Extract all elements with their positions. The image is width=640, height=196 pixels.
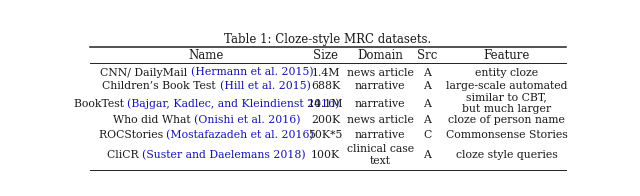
Text: news article: news article [347,68,413,78]
Text: 1.4M: 1.4M [311,68,340,78]
Text: A: A [423,115,431,125]
Text: BookTest: BookTest [74,99,127,109]
Text: 688K: 688K [311,81,340,91]
Text: 50K*5: 50K*5 [308,130,342,140]
Text: Table 1: Cloze-style MRC datasets.: Table 1: Cloze-style MRC datasets. [225,33,431,46]
Text: A: A [423,99,431,109]
Text: large-scale automated: large-scale automated [446,81,567,91]
Text: Src: Src [417,49,437,62]
Text: A: A [423,150,431,160]
Text: CliCR: CliCR [107,150,142,160]
Text: (Mostafazadeh et al. 2016): (Mostafazadeh et al. 2016) [166,130,314,140]
Text: news article: news article [347,115,413,125]
Text: Size: Size [313,49,338,62]
Text: CNN/ DailyMail: CNN/ DailyMail [100,68,191,78]
Text: (Hermann et al. 2015): (Hermann et al. 2015) [191,67,313,78]
Text: (Hill et al. 2015): (Hill et al. 2015) [220,81,310,91]
Text: Who did What: Who did What [113,115,194,125]
Text: cloze style queries: cloze style queries [456,150,557,160]
Text: similar to CBT,
but much larger: similar to CBT, but much larger [462,93,551,114]
Text: entity cloze: entity cloze [475,68,538,78]
Text: Name: Name [189,49,224,62]
Text: clinical case
text: clinical case text [346,144,413,166]
Text: 200K: 200K [311,115,340,125]
Text: narrative: narrative [355,130,405,140]
Text: cloze of person name: cloze of person name [448,115,565,125]
Text: ROCStories: ROCStories [99,130,166,140]
Text: 14.1M: 14.1M [308,99,343,109]
Text: Commonsense Stories: Commonsense Stories [445,130,568,140]
Text: (Suster and Daelemans 2018): (Suster and Daelemans 2018) [142,150,306,160]
Text: narrative: narrative [355,81,405,91]
Text: 100K: 100K [311,150,340,160]
Text: A: A [423,81,431,91]
Text: Children’s Book Test: Children’s Book Test [102,81,220,91]
Text: (Onishi et al. 2016): (Onishi et al. 2016) [194,115,300,125]
Text: narrative: narrative [355,99,405,109]
Text: C: C [423,130,431,140]
Text: Domain: Domain [357,49,403,62]
Text: Feature: Feature [483,49,530,62]
Text: A: A [423,68,431,78]
Text: (Bajgar, Kadlec, and Kleindienst 2016): (Bajgar, Kadlec, and Kleindienst 2016) [127,98,339,109]
